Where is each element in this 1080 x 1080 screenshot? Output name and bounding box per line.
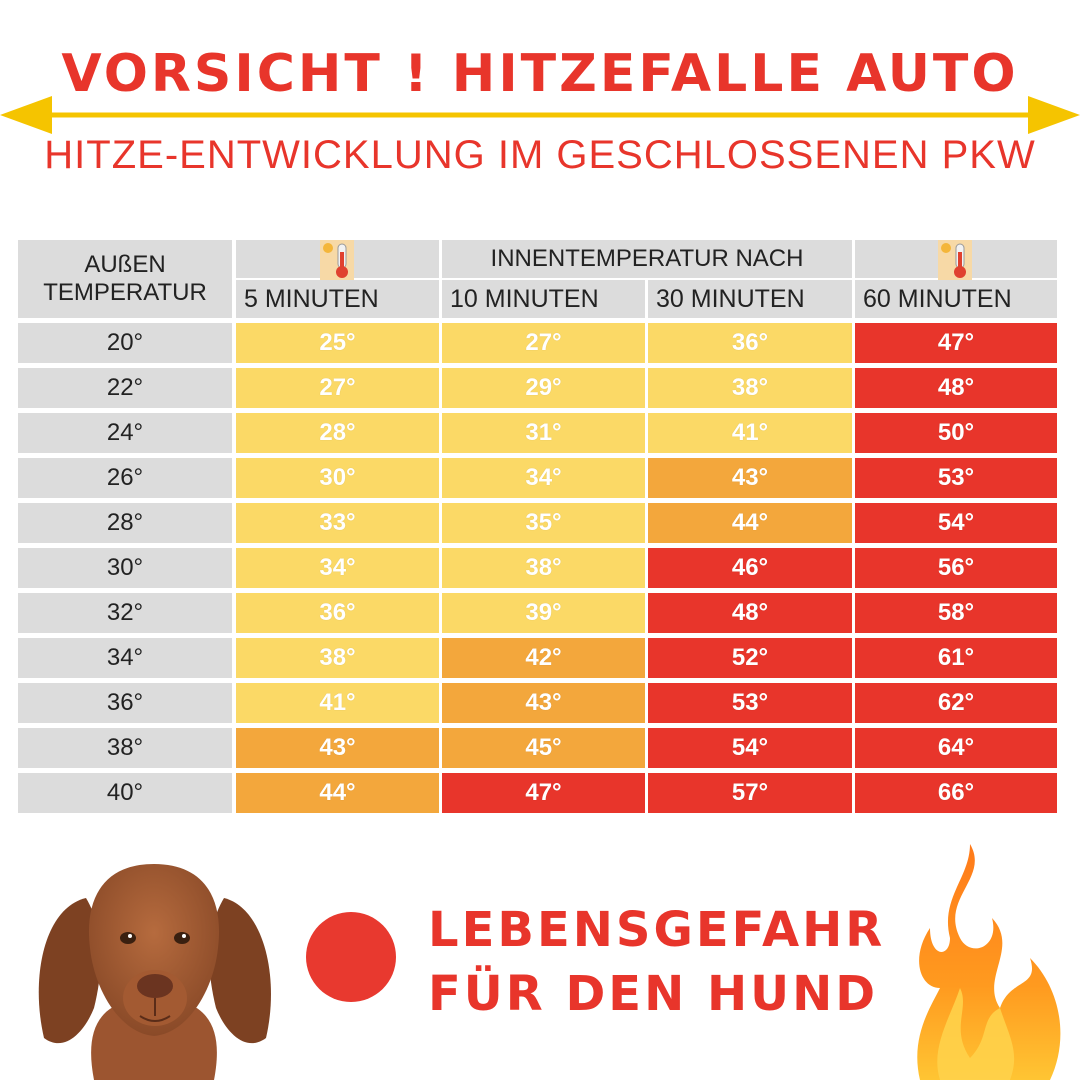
page-subtitle: HITZE-ENTWICKLUNG IM GESCHLOSSENEN PKW	[44, 133, 1036, 177]
corner-header: AUßEN TEMPERATUR	[18, 240, 232, 318]
corner-header-line2: TEMPERATUR	[43, 279, 207, 306]
warning-line-1: LEBENSGEFAHR	[428, 902, 886, 958]
table-cell-inside-temp: 58°	[855, 593, 1057, 633]
table-cell-inside-temp: 30°	[236, 458, 439, 498]
table-cell-inside-temp: 27°	[442, 323, 645, 363]
table-cell-inside-temp: 47°	[442, 773, 645, 813]
row-label-outside-temp: 30°	[18, 548, 232, 588]
column-header-30min: 30 MINUTEN	[648, 280, 852, 318]
warning-line-2: FÜR DEN HUND	[428, 966, 879, 1022]
row-label-outside-temp: 28°	[18, 503, 232, 543]
table-cell-inside-temp: 47°	[855, 323, 1057, 363]
column-header-5min: 5 MINUTEN	[236, 280, 439, 318]
flame-icon	[917, 844, 1061, 1080]
row-label-outside-temp: 38°	[18, 728, 232, 768]
table-cell-inside-temp: 61°	[855, 638, 1057, 678]
table-cell-inside-temp: 56°	[855, 548, 1057, 588]
table-cell-inside-temp: 38°	[442, 548, 645, 588]
table-cell-inside-temp: 43°	[648, 458, 852, 498]
table-cell-inside-temp: 25°	[236, 323, 439, 363]
table-cell-inside-temp: 41°	[236, 683, 439, 723]
table-cell-inside-temp: 48°	[648, 593, 852, 633]
warning-dot	[306, 912, 396, 1002]
table-cell-inside-temp: 43°	[442, 683, 645, 723]
table-cell-inside-temp: 31°	[442, 413, 645, 453]
table-cell-inside-temp: 36°	[236, 593, 439, 633]
table-cell-inside-temp: 33°	[236, 503, 439, 543]
table-cell-inside-temp: 53°	[648, 683, 852, 723]
table-cell-inside-temp: 54°	[648, 728, 852, 768]
thermometer-icon	[320, 240, 354, 280]
table-cell-inside-temp: 57°	[648, 773, 852, 813]
table-cell-inside-temp: 44°	[236, 773, 439, 813]
table-cell-inside-temp: 34°	[442, 458, 645, 498]
table-cell-inside-temp: 41°	[648, 413, 852, 453]
table-cell-inside-temp: 28°	[236, 413, 439, 453]
thermometer-icon	[938, 240, 972, 280]
table-cell-inside-temp: 44°	[648, 503, 852, 543]
table-cell-inside-temp: 42°	[442, 638, 645, 678]
row-label-outside-temp: 34°	[18, 638, 232, 678]
row-label-outside-temp: 24°	[18, 413, 232, 453]
table-cell-inside-temp: 34°	[236, 548, 439, 588]
warning-text: LEBENSGEFAHR FÜR DEN HUND	[428, 898, 948, 1026]
table-cell-inside-temp: 48°	[855, 368, 1057, 408]
table-cell-inside-temp: 36°	[648, 323, 852, 363]
table-cell-inside-temp: 50°	[855, 413, 1057, 453]
table-cell-inside-temp: 46°	[648, 548, 852, 588]
row-label-outside-temp: 26°	[18, 458, 232, 498]
row-label-outside-temp: 20°	[18, 323, 232, 363]
table-cell-inside-temp: 38°	[236, 638, 439, 678]
table-cell-inside-temp: 54°	[855, 503, 1057, 543]
table-cell-inside-temp: 43°	[236, 728, 439, 768]
double-arrow-icon	[0, 96, 1080, 134]
row-label-outside-temp: 36°	[18, 683, 232, 723]
table-cell-inside-temp: 29°	[442, 368, 645, 408]
table-cell-inside-temp: 39°	[442, 593, 645, 633]
dog-image	[38, 864, 271, 1080]
table-cell-inside-temp: 64°	[855, 728, 1057, 768]
page-title: VORSICHT ! HITZEFALLE AUTO	[61, 44, 1019, 104]
table-cell-inside-temp: 62°	[855, 683, 1057, 723]
corner-header-line1: AUßEN	[84, 251, 166, 278]
table-cell-inside-temp: 27°	[236, 368, 439, 408]
row-label-outside-temp: 32°	[18, 593, 232, 633]
row-label-outside-temp: 40°	[18, 773, 232, 813]
table-cell-inside-temp: 66°	[855, 773, 1057, 813]
table-cell-inside-temp: 45°	[442, 728, 645, 768]
table-cell-inside-temp: 35°	[442, 503, 645, 543]
row-label-outside-temp: 22°	[18, 368, 232, 408]
column-header-60min: 60 MINUTEN	[855, 280, 1057, 318]
group-header: INNENTEMPERATUR NACH	[442, 240, 852, 278]
table-cell-inside-temp: 52°	[648, 638, 852, 678]
column-header-10min: 10 MINUTEN	[442, 280, 645, 318]
table-cell-inside-temp: 38°	[648, 368, 852, 408]
table-cell-inside-temp: 53°	[855, 458, 1057, 498]
